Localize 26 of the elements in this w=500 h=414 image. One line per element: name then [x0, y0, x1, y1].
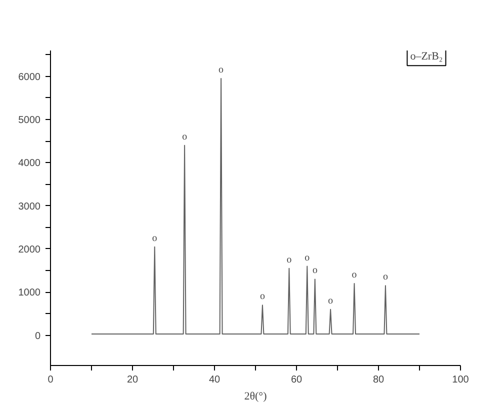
annotation: o — [328, 295, 334, 306]
annotation: o — [152, 232, 158, 244]
x-tick-label: 0 — [48, 374, 54, 386]
x-tick-label: 20 — [126, 374, 138, 386]
annotation: o — [352, 270, 357, 281]
y-tick-label: 1000 — [18, 288, 41, 299]
annotation: o — [286, 254, 292, 266]
x-tick-label: 80 — [372, 374, 384, 386]
y-tick-label: 6000 — [18, 72, 41, 83]
annotation: o — [182, 131, 188, 142]
y-tick-label: 2000 — [18, 244, 41, 256]
y-tick-label: 0 — [34, 330, 41, 342]
annotation: o–ZrB₂ — [410, 50, 443, 63]
x-axis-title: 2θ(°) — [244, 390, 268, 402]
x-tick-label: 100 — [452, 374, 470, 386]
annotation: o — [312, 265, 318, 276]
annotation: o — [218, 64, 224, 76]
x-tick-label: 40 — [208, 374, 220, 386]
y-tick-label: 4000 — [18, 158, 41, 170]
annotation: o — [260, 291, 265, 302]
y-tick-label: 3000 — [18, 201, 41, 212]
annotation: o — [304, 252, 310, 264]
y-tick-label: 5000 — [18, 115, 41, 126]
line-series — [91, 78, 420, 334]
annotation: o — [382, 272, 388, 283]
x-tick-label: 60 — [290, 374, 302, 386]
